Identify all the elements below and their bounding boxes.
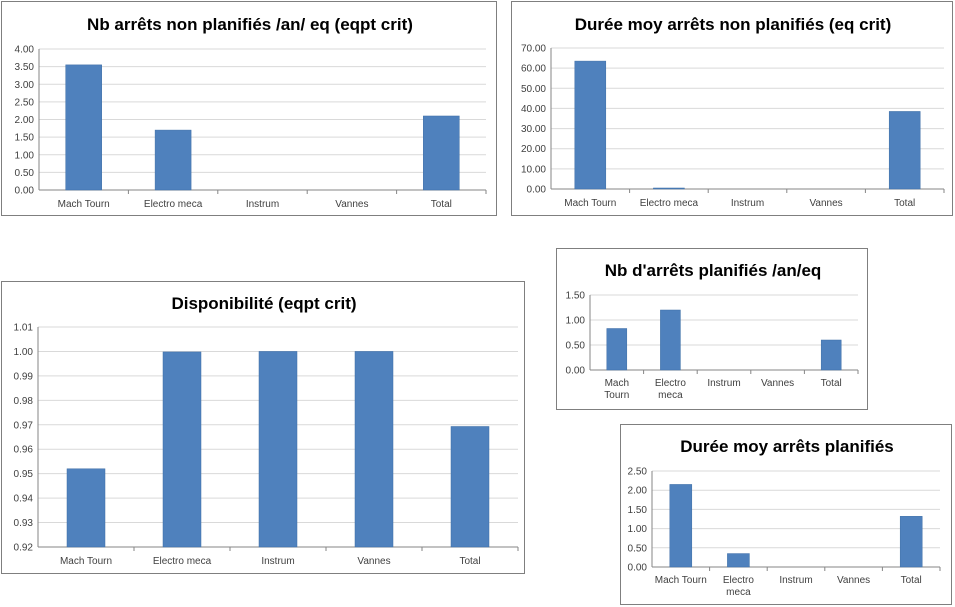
- x-category-label: Instrum: [246, 199, 279, 210]
- y-tick-label: 1.50: [15, 133, 35, 144]
- x-category-label: Total: [431, 199, 452, 210]
- x-category-label: Instrum: [707, 378, 740, 389]
- bar: [606, 328, 628, 371]
- x-category-label: Mach Tourn: [604, 378, 629, 401]
- y-tick-label: 60.00: [521, 64, 546, 75]
- y-tick-label: 0.96: [14, 445, 34, 456]
- y-tick-label: 0.00: [15, 186, 35, 197]
- y-tick-label: 70.00: [521, 44, 546, 55]
- y-tick-label: 0.50: [628, 543, 648, 554]
- y-tick-label: 2.00: [15, 115, 35, 126]
- x-category-label: Vannes: [810, 198, 843, 209]
- chart-title: Durée moy arrêts non planifiés (eq crit): [575, 15, 891, 34]
- chart-svg: Durée moy arrêts planifiés 0.00 0.50 1.00 1.…: [628, 437, 941, 598]
- chart-title: Disponibilité (eqpt crit): [171, 294, 356, 313]
- chart-svg: Nb d'arrêts planifiés /an/eq 0.00 0.50 1.00…: [566, 261, 859, 401]
- chart-title: Nb d'arrêts planifiés /an/eq: [605, 261, 822, 280]
- y-tick-label: 2.50: [628, 467, 648, 478]
- y-tick-label: 20.00: [521, 144, 546, 155]
- y-tick-label: 3.50: [15, 62, 35, 73]
- x-category-label: Vannes: [357, 556, 390, 567]
- x-category-label: Electro meca: [144, 199, 203, 210]
- y-tick-label: 50.00: [521, 84, 546, 95]
- x-category-label: Vannes: [761, 378, 794, 389]
- bar: [65, 64, 102, 191]
- x-category-label: Mach Tourn: [60, 556, 112, 567]
- x-category-label: Electro meca: [723, 575, 755, 598]
- x-category-label: Total: [901, 575, 922, 586]
- chart-title: Nb arrêts non planifiés /an/ eq (eqpt cr…: [87, 15, 413, 34]
- x-category-label: Instrum: [779, 575, 812, 586]
- y-tick-label: 0.99: [14, 371, 34, 382]
- y-tick-label: 0.50: [566, 341, 586, 352]
- x-category-label: Total: [894, 198, 915, 209]
- chart-panel-unplanned-stops-duration: Durée moy arrêts non planifiés (eq crit)…: [511, 1, 953, 216]
- chart-svg: Disponibilité (eqpt crit) 0.92 0.93 0.94 0.9…: [14, 294, 519, 567]
- y-tick-label: 40.00: [521, 104, 546, 115]
- y-tick-label: 0.95: [14, 469, 34, 480]
- x-category-label: Electro meca: [640, 198, 699, 209]
- chart-svg: Durée moy arrêts non planifiés (eq crit)…: [521, 15, 945, 209]
- bar: [574, 60, 607, 190]
- bar: [888, 111, 921, 190]
- bar: [660, 309, 681, 371]
- y-tick-label: 0.00: [527, 185, 547, 196]
- chart-panel-unplanned-stops-count: Nb arrêts non planifiés /an/ eq (eqpt cr…: [1, 1, 497, 216]
- bar: [899, 516, 923, 568]
- bar: [450, 426, 490, 548]
- bar: [354, 351, 394, 548]
- bar: [154, 129, 192, 191]
- x-category-label: Electro meca: [153, 556, 212, 567]
- y-tick-label: 1.00: [15, 150, 35, 161]
- x-category-label: Total: [821, 378, 842, 389]
- x-category-label: Total: [459, 556, 480, 567]
- bar: [423, 115, 460, 191]
- bar: [653, 187, 685, 190]
- chart-title: Durée moy arrêts planifiés: [680, 437, 894, 456]
- bar: [258, 351, 298, 548]
- x-category-label: Instrum: [261, 556, 294, 567]
- chart-panel-planned-stops-duration: Durée moy arrêts planifiés 0.00 0.50 1.00 1.…: [620, 424, 952, 605]
- y-tick-label: 0.50: [15, 168, 35, 179]
- y-tick-label: 0.98: [14, 396, 34, 407]
- y-tick-label: 1.50: [628, 505, 648, 516]
- y-tick-label: 0.00: [566, 366, 586, 377]
- y-tick-label: 3.00: [15, 80, 35, 91]
- y-tick-label: 0.93: [14, 518, 34, 529]
- x-category-label: Electro meca: [655, 378, 687, 401]
- y-tick-label: 1.50: [566, 291, 586, 302]
- y-tick-label: 0.97: [14, 420, 34, 431]
- y-tick-label: 1.01: [14, 323, 34, 334]
- bar: [162, 351, 202, 548]
- x-category-label: Mach Tourn: [58, 199, 110, 210]
- y-tick-label: 1.00: [566, 316, 586, 327]
- x-category-label: Vannes: [837, 575, 870, 586]
- bar: [820, 339, 842, 371]
- chart-svg: Nb arrêts non planifiés /an/ eq (eqpt cr…: [15, 15, 487, 210]
- x-category-label: Vannes: [335, 199, 368, 210]
- y-tick-label: 30.00: [521, 124, 546, 135]
- y-tick-label: 4.00: [15, 45, 35, 56]
- x-category-label: Instrum: [731, 198, 764, 209]
- y-tick-label: 0.00: [628, 563, 648, 574]
- y-tick-label: 2.50: [15, 97, 35, 108]
- chart-panel-planned-stops-count: Nb d'arrêts planifiés /an/eq 0.00 0.50 1.00…: [556, 248, 868, 410]
- y-tick-label: 1.00: [14, 347, 34, 358]
- x-category-label: Mach Tourn: [564, 198, 616, 209]
- bar: [727, 553, 750, 568]
- bar: [669, 484, 693, 568]
- y-tick-label: 10.00: [521, 164, 546, 175]
- y-tick-label: 0.94: [14, 494, 34, 505]
- chart-panel-availability: Disponibilité (eqpt crit) 0.92 0.93 0.94 0.9…: [1, 281, 525, 574]
- bar: [66, 468, 106, 548]
- x-category-label: Mach Tourn: [655, 575, 707, 586]
- y-tick-label: 1.00: [628, 524, 648, 535]
- y-tick-label: 0.92: [14, 543, 34, 554]
- y-tick-label: 2.00: [628, 486, 648, 497]
